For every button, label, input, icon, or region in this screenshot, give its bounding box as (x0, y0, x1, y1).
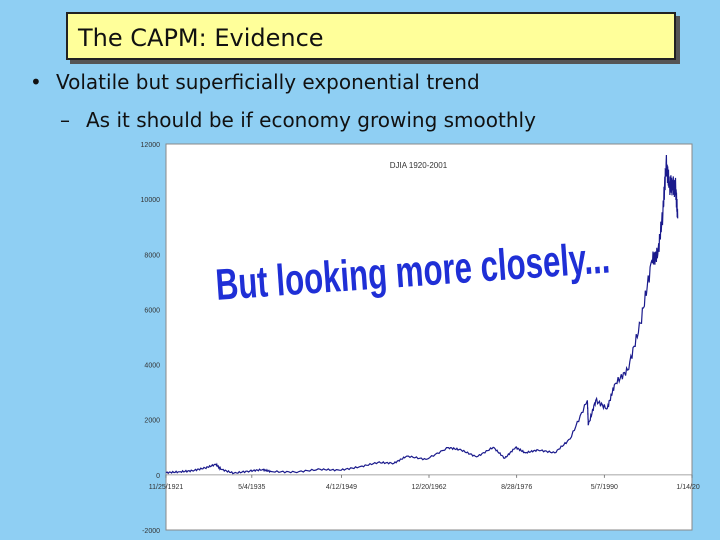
y-tick-label: -2000 (142, 528, 160, 535)
bullet-2: – As it should be if economy growing smoo… (60, 108, 536, 132)
x-tick-label: 4/12/1949 (326, 484, 357, 491)
x-tick-label: 12/20/1962 (411, 484, 446, 491)
y-tick-label: 10000 (141, 197, 161, 204)
plot-area (165, 143, 693, 531)
bullet-mark-2: – (60, 108, 70, 132)
djia-chart: -2000 0 2000 4000 6000 8000 10000 12000 11/25/19… (141, 142, 700, 535)
x-tick-label: 1/14/2004 (676, 484, 700, 491)
overlay-text: But looking more closely... (214, 233, 611, 308)
x-tick-label: 5/4/1935 (238, 484, 265, 491)
y-tick-label: 4000 (144, 363, 160, 370)
y-tick-label: 2000 (144, 418, 160, 425)
djia-series-line (165, 154, 679, 475)
x-tick-label: 8/28/1976 (501, 484, 532, 491)
title-box: The CAPM: Evidence (66, 12, 676, 60)
bullet-1-text: Volatile but superficially exponential t… (56, 70, 480, 94)
y-tick-label: 0 (156, 473, 160, 480)
bullet-2-text: As it should be if economy growing smoot… (86, 108, 536, 132)
x-tick-label: 5/7/1990 (591, 484, 618, 491)
y-tick-label: 8000 (144, 252, 160, 259)
overlay-wordart: But looking more closely... (213, 232, 613, 308)
x-tick-label: 11/25/1921 (149, 484, 184, 491)
slide-title: The CAPM: Evidence (78, 24, 324, 52)
y-tick-label: 12000 (141, 142, 161, 149)
bullet-1: • Volatile but superficially exponential … (30, 70, 480, 94)
y-tick-label: 6000 (144, 307, 160, 314)
chart-title: DJIA 1920-2001 (390, 161, 448, 170)
bullet-mark-1: • (30, 70, 42, 94)
